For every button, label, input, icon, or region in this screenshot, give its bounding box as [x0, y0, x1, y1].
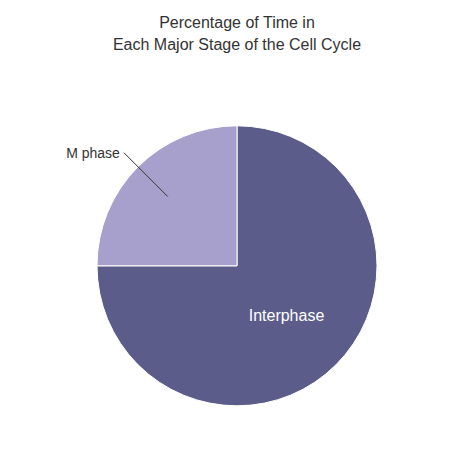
svg-text:M phase: M phase	[66, 145, 120, 161]
svg-text:Interphase: Interphase	[249, 307, 325, 324]
html-text:Percentage of Time in: Percentage of Time in	[159, 14, 315, 31]
html-text:Each Major Stage of the Cell C: Each Major Stage of the Cell Cycle	[112, 36, 362, 53]
